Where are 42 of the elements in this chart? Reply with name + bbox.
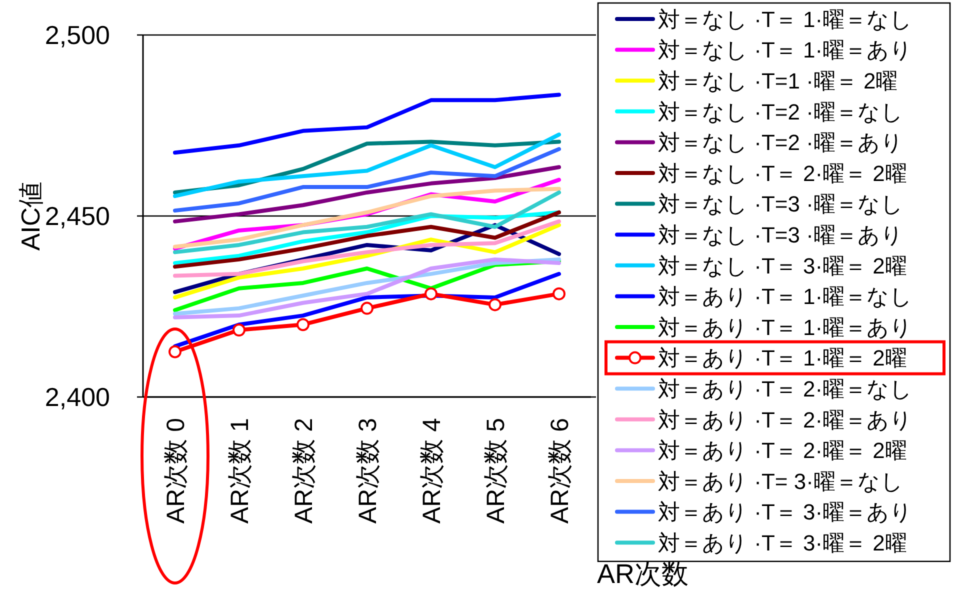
line-series xyxy=(173,132,561,198)
legend-label: 対＝あり ·T＝ 1·曜＝なし xyxy=(658,284,913,310)
legend-label: 対＝あり ·T＝ 3·曜＝あり xyxy=(658,500,913,525)
legend-label: 対＝なし ·T=3 ·曜＝あり xyxy=(658,222,904,248)
legend-label: 対＝なし ·T＝ 1·曜＝あり xyxy=(658,38,913,63)
legend-label: 対＝あり ·T＝ 3·曜＝ 2曜 xyxy=(658,530,907,556)
legend-label: 対＝あり ·T＝ 1·曜＝あり xyxy=(658,314,913,340)
legend-label: 対＝なし ·T=2 ·曜＝あり xyxy=(658,130,904,156)
point xyxy=(296,318,310,332)
y-axis-title: AIC値 xyxy=(15,181,46,251)
line-series xyxy=(173,219,561,278)
legend-label: 対＝なし ·T=1 ·曜＝ 2曜 xyxy=(658,68,898,94)
legend-label: 対＝なし ·T=3 ·曜＝なし xyxy=(658,192,904,217)
point xyxy=(360,302,374,315)
line-series xyxy=(173,92,561,155)
legend-label: 対＝あり ·T＝ 2·曜＝あり xyxy=(658,407,913,432)
legend-label: 対＝なし ·T=2 ·曜＝なし xyxy=(658,99,904,124)
legend-label: 対＝あり ·T＝ 2·曜＝ 2曜 xyxy=(658,438,907,464)
y-tick-label: 2,500 xyxy=(44,20,110,50)
legend-label: 対＝あり ·T＝ 1·曜＝ 2曜 xyxy=(658,346,907,371)
x-tick-label: AR次数 0 xyxy=(162,418,190,524)
y-tick-label: 2,450 xyxy=(44,201,110,232)
point xyxy=(488,298,502,312)
legend-label: 対＝なし ·T＝ 3·曜＝ 2曜 xyxy=(658,253,907,278)
x-tick-label: AR次数 4 xyxy=(418,418,446,524)
point xyxy=(232,324,246,337)
x-tick-label: AR次数 6 xyxy=(546,418,574,524)
point xyxy=(168,345,182,358)
point xyxy=(424,287,438,300)
point xyxy=(552,287,566,300)
legend-label: 対＝なし ·T＝ 1·曜＝なし xyxy=(658,6,913,32)
legend-label: 対＝なし ·T＝ 2·曜＝ 2曜 xyxy=(658,160,907,186)
legend-label: 対＝あり ·T= 3·曜＝なし xyxy=(658,468,904,494)
line-series xyxy=(173,147,561,213)
x-axis-title: AR次数 xyxy=(597,559,689,589)
line-series xyxy=(173,165,561,224)
y-tick-label: 2,400 xyxy=(44,382,110,412)
x-tick-label: AR次数 1 xyxy=(226,418,254,524)
legend-label: 対＝あり ·T＝ 2·曜＝なし xyxy=(658,376,913,402)
x-tick-label: AR次数 3 xyxy=(354,418,382,524)
x-tick-label: AR次数 2 xyxy=(290,418,318,524)
x-tick-label: AR次数 5 xyxy=(482,418,510,524)
